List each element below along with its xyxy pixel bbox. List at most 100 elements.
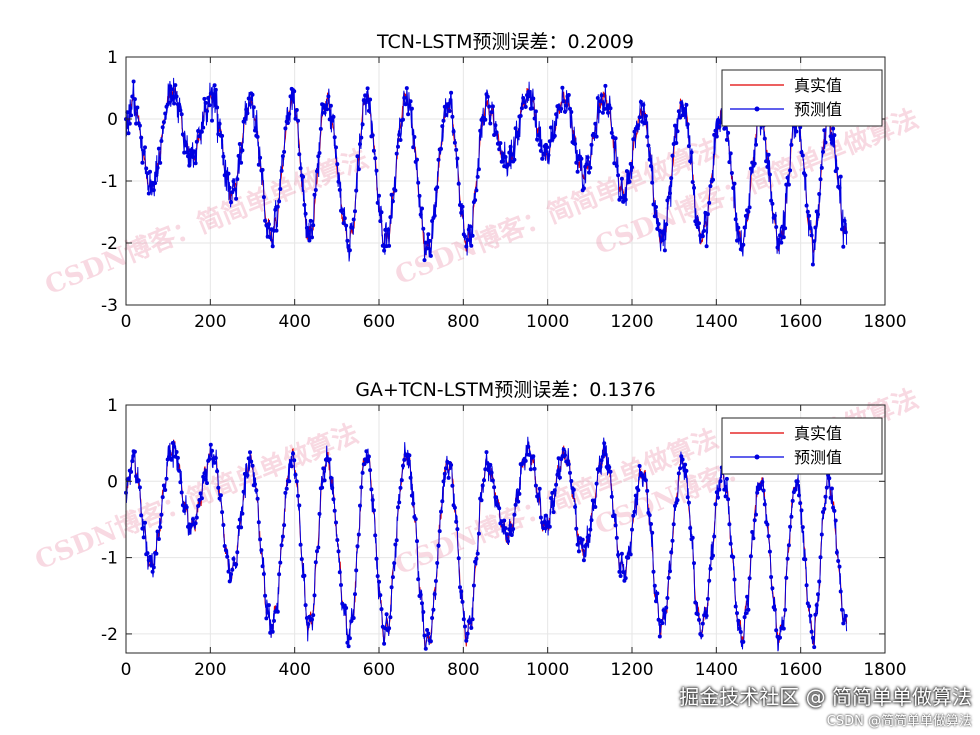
predicted-point	[708, 184, 713, 189]
predicted-point	[685, 495, 690, 500]
bottom-chart-panel: CSDN博客：简简单单做算法CSDN博客：简简单单做算法CSDN博客：简简单单做…	[31, 379, 923, 680]
predicted-point	[475, 551, 480, 556]
predicted-point	[253, 128, 257, 133]
predicted-point	[606, 110, 610, 115]
predicted-point	[154, 551, 159, 556]
predicted-point	[221, 523, 226, 527]
predicted-point	[784, 575, 789, 580]
predicted-point	[361, 462, 366, 467]
predicted-point	[178, 108, 183, 113]
predicted-point	[604, 106, 609, 111]
predicted-point	[397, 132, 402, 137]
predicted-point	[427, 238, 432, 243]
predicted-point	[704, 244, 709, 249]
predicted-point	[817, 579, 822, 584]
predicted-point	[154, 173, 159, 178]
predicted-point	[809, 233, 814, 238]
predicted-point	[213, 456, 218, 460]
predicted-point	[369, 487, 374, 492]
predicted-point	[535, 137, 540, 142]
predicted-point	[533, 483, 538, 488]
predicted-point	[748, 166, 753, 171]
predicted-point	[509, 152, 514, 157]
predicted-point	[650, 180, 655, 185]
predicted-point	[169, 457, 174, 462]
predicted-point	[557, 475, 562, 480]
predicted-point	[422, 258, 427, 263]
predicted-point	[330, 118, 335, 123]
predicted-point	[716, 118, 720, 122]
predicted-point	[230, 567, 235, 572]
predicted-point	[804, 583, 809, 588]
predicted-point	[313, 560, 318, 565]
predicted-point	[735, 611, 739, 616]
predicted-point	[750, 530, 755, 534]
predicted-point	[246, 456, 251, 461]
predicted-point	[259, 548, 264, 553]
x-tick-label: 1800	[863, 660, 906, 680]
predicted-point	[831, 505, 836, 510]
predicted-point	[603, 83, 608, 88]
predicted-point	[304, 225, 309, 230]
predicted-point	[451, 129, 456, 134]
predicted-point	[501, 159, 505, 164]
predicted-point	[237, 142, 242, 146]
predicted-point	[160, 495, 165, 500]
predicted-point	[810, 262, 815, 267]
predicted-point	[455, 156, 460, 161]
predicted-point	[303, 211, 308, 216]
predicted-point	[388, 215, 393, 220]
predicted-point	[456, 556, 461, 561]
predicted-point	[336, 179, 341, 184]
predicted-point	[402, 95, 407, 100]
predicted-point	[248, 102, 252, 107]
predicted-point	[571, 487, 576, 492]
predicted-point	[389, 585, 394, 590]
predicted-point	[711, 177, 715, 182]
predicted-point	[843, 613, 848, 618]
predicted-point	[211, 92, 216, 97]
predicted-point	[501, 523, 505, 528]
predicted-point	[563, 453, 567, 458]
predicted-point	[509, 533, 514, 537]
predicted-point	[353, 592, 357, 597]
predicted-point	[732, 181, 737, 186]
predicted-point	[450, 114, 455, 119]
predicted-point	[294, 479, 299, 484]
predicted-point	[595, 96, 600, 100]
predicted-point	[675, 129, 680, 134]
predicted-point	[312, 192, 317, 197]
predicted-point	[263, 218, 268, 223]
predicted-point	[829, 140, 834, 145]
predicted-point	[418, 592, 423, 597]
predicted-point	[379, 210, 384, 215]
x-tick-label: 1200	[610, 312, 653, 332]
predicted-point	[398, 138, 403, 142]
predicted-point	[272, 618, 276, 623]
predicted-point	[403, 102, 408, 107]
predicted-point	[766, 534, 771, 539]
predicted-point	[284, 486, 289, 491]
predicted-point	[637, 115, 642, 120]
predicted-point	[767, 172, 772, 177]
predicted-point	[555, 472, 560, 477]
predicted-point	[392, 561, 397, 566]
predicted-point	[671, 522, 676, 527]
predicted-point	[564, 103, 569, 108]
predicted-point	[311, 223, 316, 228]
predicted-point	[413, 517, 418, 522]
y-tick-label: 0	[107, 110, 118, 130]
predicted-point	[132, 97, 137, 102]
predicted-point	[412, 135, 417, 139]
predicted-point	[589, 142, 594, 147]
predicted-point	[266, 603, 271, 608]
predicted-point	[164, 476, 169, 481]
predicted-point	[843, 230, 848, 235]
predicted-point	[788, 168, 793, 173]
predicted-point	[332, 508, 337, 513]
predicted-point	[643, 478, 648, 483]
predicted-point	[420, 601, 424, 606]
predicted-point	[433, 579, 438, 583]
predicted-point	[657, 634, 662, 639]
predicted-point	[781, 626, 786, 631]
